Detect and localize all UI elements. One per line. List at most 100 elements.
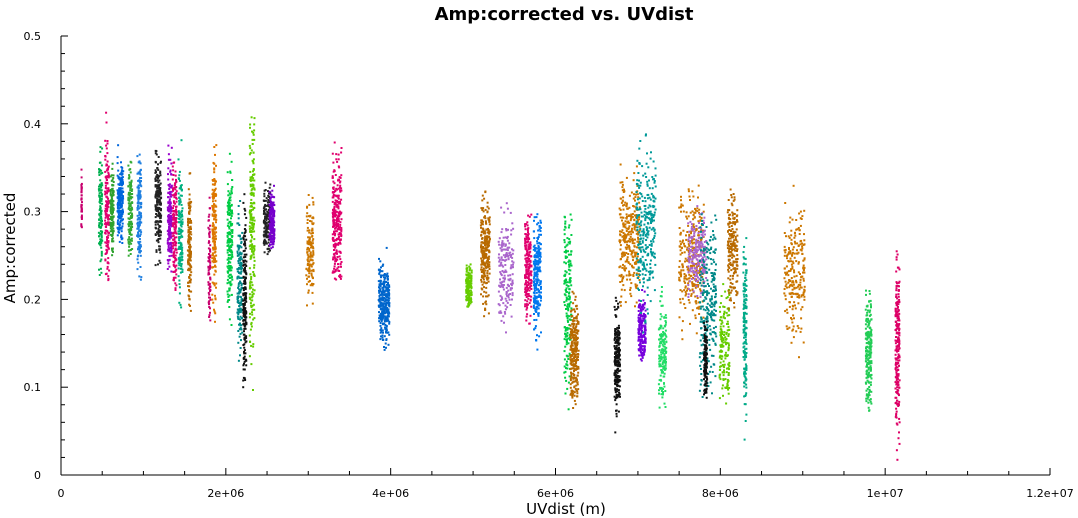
- data-point: [136, 222, 139, 225]
- data-point: [339, 176, 342, 179]
- data-point: [172, 271, 175, 273]
- data-point: [108, 231, 110, 234]
- data-point: [190, 250, 192, 253]
- data-point: [333, 205, 336, 208]
- data-point: [137, 184, 140, 187]
- data-point: [339, 189, 342, 192]
- data-point: [117, 228, 120, 231]
- data-point: [212, 191, 215, 194]
- data-point: [268, 218, 271, 221]
- data-point: [127, 177, 130, 180]
- data-point: [211, 214, 214, 217]
- data-point: [525, 269, 528, 272]
- data-point: [167, 178, 170, 181]
- data-point: [215, 282, 218, 285]
- data-point: [159, 182, 162, 185]
- data-point: [242, 259, 245, 262]
- data-point: [237, 313, 240, 315]
- data-point: [136, 224, 139, 227]
- data-point: [80, 203, 83, 206]
- data-point: [236, 252, 239, 255]
- data-point: [137, 235, 140, 238]
- data-point: [270, 216, 273, 219]
- data-point: [99, 230, 102, 233]
- data-point: [568, 279, 571, 281]
- data-point: [172, 204, 175, 207]
- data-point: [230, 276, 233, 279]
- data-point: [227, 239, 230, 242]
- data-point: [334, 174, 337, 176]
- data-point: [332, 193, 335, 196]
- data-point: [510, 283, 513, 286]
- data-cluster: [479, 190, 491, 318]
- data-point: [307, 246, 310, 249]
- data-point: [154, 196, 157, 199]
- data-point: [269, 197, 272, 200]
- data-point: [171, 245, 174, 248]
- data-point: [169, 223, 172, 226]
- data-point: [307, 215, 310, 218]
- data-point: [563, 301, 566, 304]
- data-point: [311, 246, 314, 249]
- data-point: [230, 283, 233, 286]
- data-point: [536, 260, 539, 263]
- data-point: [563, 233, 566, 236]
- data-point: [159, 207, 162, 210]
- data-point: [229, 170, 232, 173]
- data-point: [174, 230, 177, 233]
- data-point: [159, 174, 162, 177]
- data-point: [179, 253, 182, 256]
- data-point: [538, 261, 541, 264]
- data-point: [129, 185, 132, 188]
- data-point: [167, 201, 170, 204]
- data-point: [170, 251, 173, 254]
- data-point: [181, 255, 184, 258]
- data-point: [506, 249, 509, 252]
- data-point: [167, 244, 170, 247]
- data-point: [80, 187, 83, 190]
- data-point: [525, 235, 528, 238]
- data-point: [335, 222, 338, 225]
- data-point: [188, 221, 191, 224]
- x-tick-label: 6e+06: [537, 487, 574, 500]
- data-point: [568, 281, 571, 284]
- data-point: [158, 203, 161, 206]
- data-point: [188, 279, 191, 282]
- data-point: [128, 233, 131, 235]
- data-cluster: [532, 213, 542, 351]
- data-point: [264, 189, 267, 191]
- data-point: [269, 224, 272, 227]
- data-point: [100, 211, 102, 214]
- data-point: [270, 247, 273, 250]
- data-point: [80, 186, 83, 188]
- data-point: [154, 223, 157, 226]
- data-point: [112, 194, 115, 197]
- data-point: [211, 233, 214, 236]
- data-point: [528, 267, 531, 270]
- data-point: [250, 193, 253, 196]
- data-point: [104, 190, 107, 193]
- data-point: [207, 283, 210, 286]
- data-point: [504, 308, 507, 311]
- data-point: [527, 246, 530, 249]
- data-point: [240, 241, 243, 243]
- data-point: [156, 200, 159, 203]
- data-point: [251, 313, 254, 316]
- data-point: [526, 284, 528, 287]
- data-point: [214, 216, 217, 219]
- data-point: [177, 262, 180, 265]
- data-point: [181, 221, 184, 224]
- data-point: [466, 283, 469, 286]
- data-point: [488, 244, 490, 247]
- data-point: [188, 198, 191, 201]
- data-point: [119, 198, 122, 201]
- data-point: [251, 291, 254, 294]
- data-point: [483, 286, 485, 289]
- data-point: [119, 194, 122, 197]
- data-point: [568, 336, 571, 339]
- data-point: [175, 264, 178, 267]
- data-point: [180, 267, 183, 270]
- data-point: [243, 311, 246, 314]
- data-point: [568, 305, 571, 308]
- data-point: [208, 267, 211, 270]
